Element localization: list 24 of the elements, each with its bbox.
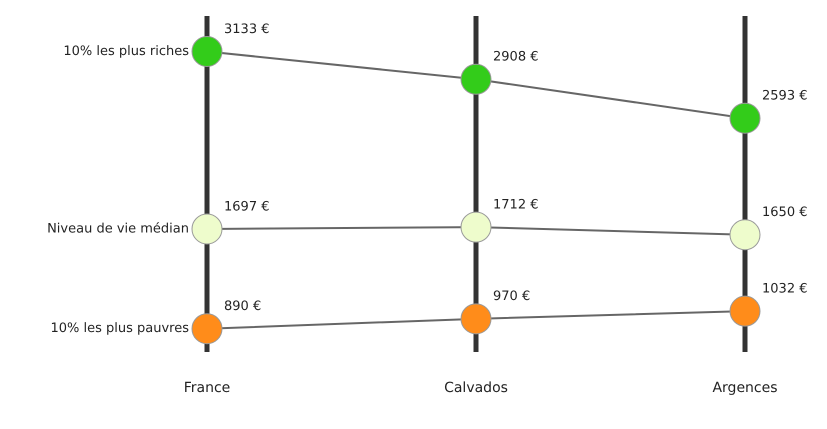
point [192,213,222,244]
point [460,64,492,95]
data-label: 2908 € [493,50,538,65]
point [730,102,760,134]
series-label: 10% les plus riches [63,44,190,59]
point [460,212,492,243]
series-label: Niveau de vie médian [47,221,189,236]
data-label: 2593 € [762,88,808,104]
x-tick-label: Argences [712,380,778,396]
point [192,36,222,67]
data-label: 970 € [493,289,530,304]
x-tick-label: France [184,380,230,396]
series-label: 10% les plus pauvres [50,321,190,336]
point [730,296,760,327]
point [192,313,222,344]
data-label: 1697 € [224,199,270,214]
point [460,303,492,334]
x-tick-label: Calvados [444,380,508,396]
data-label: 3133 € [224,22,270,37]
data-label: 1650 € [762,205,808,220]
point [730,219,760,250]
data-label: 890 € [224,299,262,314]
data-label: 1712 € [493,197,538,212]
data-label: 1032 € [762,282,808,297]
